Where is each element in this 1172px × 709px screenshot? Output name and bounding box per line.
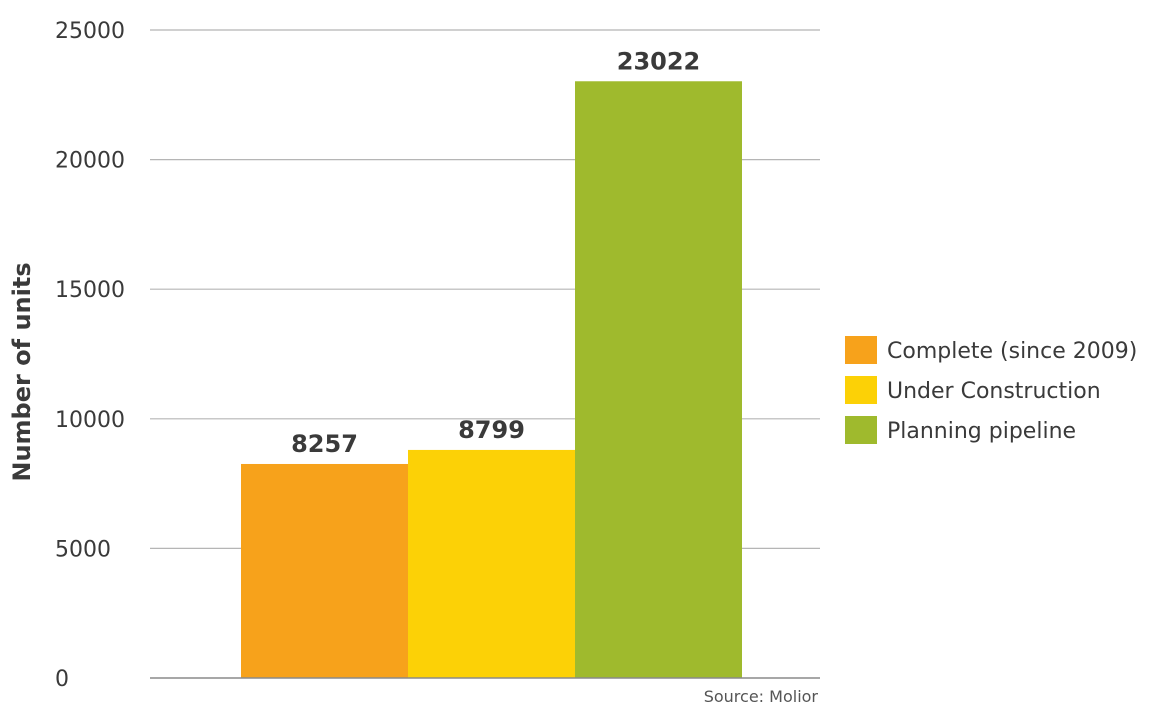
y-tick-label: 20000 (55, 149, 125, 174)
legend-label: Under Construction (887, 379, 1101, 404)
bars (241, 81, 742, 678)
legend-swatch (845, 336, 877, 364)
y-tick-label: 10000 (55, 408, 125, 433)
data-labels: 8257 8799 23022 (291, 47, 700, 458)
y-tick-label: 25000 (55, 19, 125, 44)
data-label: 8257 (291, 430, 358, 458)
bar-1 (241, 463, 408, 678)
legend-swatch (845, 376, 877, 404)
legend-swatch (845, 416, 877, 444)
bar-2 (408, 449, 575, 678)
data-label: 8799 (458, 416, 525, 444)
y-axis-ticks: 0 5000 10000 15000 20000 25000 (55, 19, 125, 692)
legend-label: Planning pipeline (887, 419, 1076, 444)
y-tick-label: 0 (55, 667, 69, 692)
y-axis-title: Number of units (8, 262, 36, 481)
y-tick-label: 5000 (55, 537, 111, 562)
data-label: 23022 (617, 47, 701, 75)
legend-label: Complete (since 2009) (887, 339, 1137, 364)
y-tick-label: 15000 (55, 278, 125, 303)
bar-3 (575, 81, 742, 678)
source-note: Source: Molior (704, 687, 819, 706)
legend: Complete (since 2009) Under Construction P… (845, 336, 1137, 444)
